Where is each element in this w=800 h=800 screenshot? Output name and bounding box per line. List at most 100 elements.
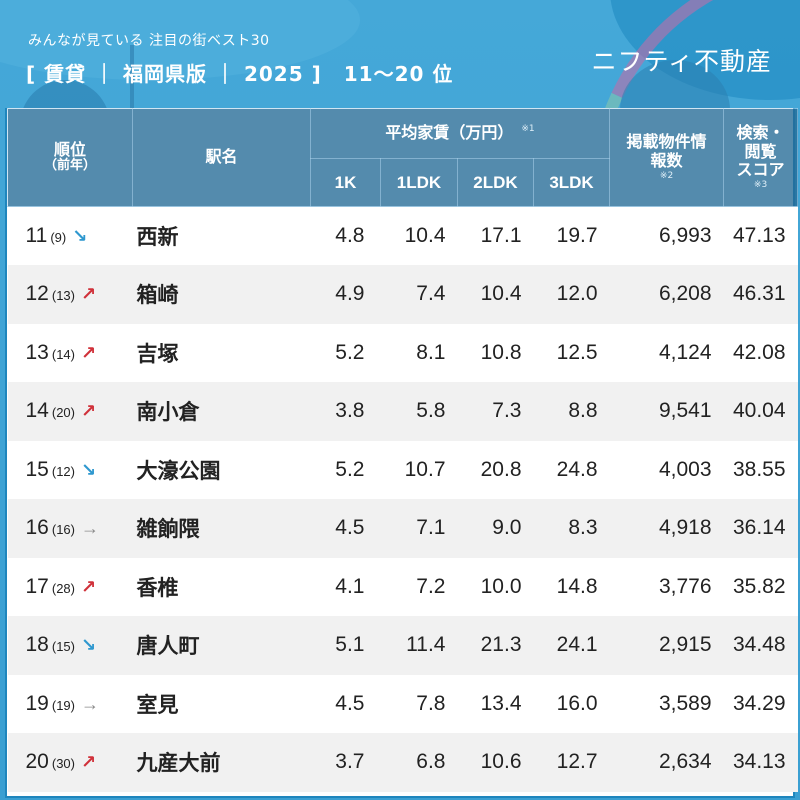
rent-1k: 5.2 <box>335 457 365 481</box>
rent-2ldk: 7.3 <box>492 399 522 423</box>
header-1k: 1K <box>310 158 381 207</box>
listings-count: 4,003 <box>658 457 712 481</box>
listings-count: 9,541 <box>658 399 712 423</box>
header-2ldk: 2LDK <box>457 158 534 207</box>
table-row: 16 (16) → 雑餉隈 4.5 7.1 9.0 8.3 4,918 36.14 <box>7 499 798 558</box>
header-rank: 順位 （前年） <box>7 108 133 207</box>
header-score-note: ※3 <box>753 180 768 191</box>
rent-1ldk: 7.2 <box>416 574 446 598</box>
trend-up-arrow-icon: ↗ <box>80 284 97 305</box>
rank-previous: (20) <box>51 405 75 421</box>
listings-count: 4,124 <box>658 340 712 364</box>
station-name: 大濠公園 <box>136 458 221 483</box>
search-score: 36.14 <box>732 516 786 540</box>
search-score: 42.08 <box>732 340 786 364</box>
header-avg-rent-label: 平均家賃（万円） <box>385 123 514 143</box>
rent-3ldk: 8.3 <box>568 516 598 540</box>
rent-3ldk: 12.5 <box>556 340 598 364</box>
rank-current: 15 <box>25 457 49 481</box>
rent-1k: 3.8 <box>335 399 365 423</box>
table-row: 17 (28) ↗ 香椎 4.1 7.2 10.0 14.8 3,776 35.82 <box>7 557 798 616</box>
rank-cell: 18 (15) ↘ <box>8 616 133 675</box>
rank-previous: (12) <box>51 463 75 479</box>
station-name: 箱崎 <box>136 283 179 308</box>
rent-1k: 4.9 <box>335 282 365 306</box>
listings-count: 3,776 <box>658 574 712 598</box>
ranking-table-body: 11 (9) ↘ 西新 4.8 10.4 17.1 19.7 6,993 47.13… <box>7 206 798 792</box>
station-name: 雑餉隈 <box>136 517 200 542</box>
rent-2ldk: 13.4 <box>480 691 522 715</box>
rank-cell: 14 (20) ↗ <box>8 382 133 441</box>
rank-previous: (28) <box>51 580 75 596</box>
search-score: 35.82 <box>732 574 786 598</box>
trend-up-arrow-icon: ↗ <box>80 401 97 422</box>
rank-current: 14 <box>25 399 49 423</box>
station-name: 香椎 <box>136 575 179 600</box>
rank-cell: 11 (9) ↘ <box>8 207 133 266</box>
listings-count: 6,208 <box>658 282 712 306</box>
title-rank-range: 11〜20 位 <box>343 62 454 86</box>
search-score: 34.13 <box>732 750 786 774</box>
header-score-line3: スコア <box>736 160 785 180</box>
header-1ldk: 1LDK <box>380 158 458 207</box>
listings-count: 2,634 <box>658 750 712 774</box>
rent-3ldk: 8.8 <box>568 399 598 423</box>
rent-2ldk: 21.3 <box>480 633 522 657</box>
rent-2ldk: 10.0 <box>480 574 522 598</box>
page-subtitle: みんなが見ている 注目の街ベスト30 <box>28 33 270 49</box>
table-row: 20 (30) ↗ 九産大前 3.7 6.8 10.6 12.7 2,634 34.… <box>7 733 798 792</box>
station-name: 南小倉 <box>136 400 200 425</box>
rent-1k: 5.2 <box>335 340 365 364</box>
table-row: 18 (15) ↘ 唐人町 5.1 11.4 21.3 24.1 2,915 34.… <box>7 616 798 675</box>
page-title: [ 賃貸 ｜ 福岡県版 ｜ 2025 ] 11〜20 位 <box>26 58 453 87</box>
listings-count: 4,918 <box>658 516 712 540</box>
rent-3ldk: 16.0 <box>556 691 598 715</box>
station-name: 唐人町 <box>136 634 200 659</box>
rank-cell: 16 (16) → <box>8 499 133 558</box>
search-score: 46.31 <box>732 282 786 306</box>
rank-previous: (13) <box>51 288 75 304</box>
brand-logo: ニフティ不動産 <box>591 47 772 76</box>
trend-up-arrow-icon: ↗ <box>80 576 97 597</box>
rent-1ldk: 7.4 <box>416 282 446 306</box>
search-score: 40.04 <box>732 399 786 423</box>
trend-up-arrow-icon: ↗ <box>80 752 97 773</box>
header-score: 検索・ 閲覧 スコア ※3 <box>723 108 799 207</box>
header-station: 駅名 <box>132 108 311 207</box>
station-name: 室見 <box>136 692 179 717</box>
rank-current: 20 <box>25 750 49 774</box>
table-row: 13 (14) ↗ 吉塚 5.2 8.1 10.8 12.5 4,124 42.08 <box>7 323 798 383</box>
rent-1k: 3.7 <box>335 750 365 774</box>
rank-cell: 13 (14) ↗ <box>8 324 133 383</box>
rent-1k: 4.8 <box>335 224 365 247</box>
rent-1k: 4.5 <box>335 516 365 540</box>
rent-2ldk: 10.8 <box>480 340 522 364</box>
page-header: みんなが見ている 注目の街ベスト30 [ 賃貸 ｜ 福岡県版 ｜ 2025 ] 1… <box>0 0 800 105</box>
search-score: 47.13 <box>732 224 786 247</box>
rent-1ldk: 10.7 <box>404 457 446 481</box>
rank-cell: 15 (12) ↘ <box>8 441 133 500</box>
rank-previous: (30) <box>51 756 75 772</box>
rank-previous: (16) <box>51 522 75 538</box>
table-row: 19 (19) → 室見 4.5 7.8 13.4 16.0 3,589 34.29 <box>7 674 798 733</box>
listings-count: 2,915 <box>658 633 712 657</box>
trend-down-arrow-icon: ↘ <box>72 226 88 246</box>
rent-1ldk: 10.4 <box>404 224 446 247</box>
rent-2ldk: 9.0 <box>492 516 522 540</box>
search-score: 38.55 <box>732 457 786 481</box>
header-avg-rent-note: ※1 <box>521 124 535 135</box>
rank-current: 17 <box>25 574 49 598</box>
header-rank-label: 順位 <box>53 139 86 159</box>
header-listings: 掲載物件情報数 ※2 <box>609 108 725 207</box>
listings-count: 3,589 <box>658 691 712 715</box>
ranking-table: 順位 （前年） 駅名 平均家賃（万円） ※1 掲載物件情報数 ※2 検索・ 閲覧 … <box>7 108 799 792</box>
rent-1ldk: 5.8 <box>416 399 446 423</box>
rank-current: 12 <box>25 282 49 306</box>
rank-cell: 12 (13) ↗ <box>8 265 133 324</box>
table-row: 15 (12) ↘ 大濠公園 5.2 10.7 20.8 24.8 4,003 38… <box>7 440 798 500</box>
rent-1ldk: 7.8 <box>416 691 446 715</box>
rent-3ldk: 14.8 <box>556 574 598 598</box>
header-listings-label: 掲載物件情報数 <box>626 132 707 170</box>
rank-cell: 20 (30) ↗ <box>8 733 133 792</box>
listings-count: 6,993 <box>658 224 712 247</box>
